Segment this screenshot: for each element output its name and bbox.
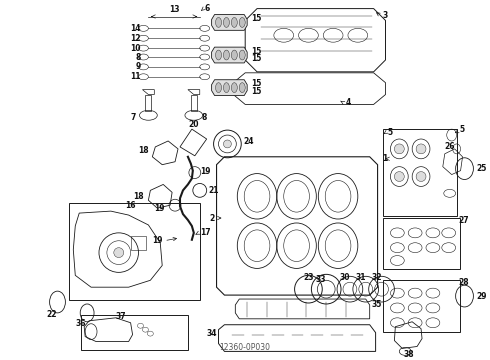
Text: 16: 16 bbox=[125, 201, 136, 210]
Text: 25: 25 bbox=[476, 164, 487, 173]
Text: 5: 5 bbox=[388, 127, 392, 136]
Text: 18: 18 bbox=[138, 147, 148, 156]
Text: 8: 8 bbox=[135, 53, 141, 62]
Text: 27: 27 bbox=[459, 216, 469, 225]
Text: 15: 15 bbox=[251, 46, 262, 55]
Ellipse shape bbox=[216, 83, 221, 93]
Text: 31: 31 bbox=[356, 273, 366, 282]
Text: 20: 20 bbox=[189, 120, 199, 129]
Ellipse shape bbox=[231, 18, 237, 27]
Ellipse shape bbox=[239, 18, 245, 27]
Ellipse shape bbox=[223, 18, 229, 27]
Bar bbox=[383, 129, 457, 216]
Text: 19: 19 bbox=[200, 167, 210, 176]
Polygon shape bbox=[212, 14, 247, 30]
Text: 5: 5 bbox=[460, 125, 465, 134]
Text: 13: 13 bbox=[169, 5, 179, 14]
Text: 22: 22 bbox=[47, 310, 57, 319]
Text: 9: 9 bbox=[135, 62, 141, 71]
Text: 35: 35 bbox=[371, 301, 382, 310]
Text: 8: 8 bbox=[202, 113, 207, 122]
Text: 28: 28 bbox=[459, 278, 469, 287]
Text: 15: 15 bbox=[251, 79, 262, 88]
Ellipse shape bbox=[239, 83, 245, 93]
Ellipse shape bbox=[223, 50, 229, 60]
Bar bbox=[81, 315, 188, 350]
Text: 17: 17 bbox=[200, 228, 210, 237]
Text: 7: 7 bbox=[130, 113, 136, 122]
Text: 24: 24 bbox=[243, 138, 254, 147]
Text: 30: 30 bbox=[340, 273, 350, 282]
Text: 36: 36 bbox=[76, 319, 86, 328]
Text: 38: 38 bbox=[404, 350, 415, 359]
Text: 23: 23 bbox=[303, 273, 314, 282]
Bar bbox=[70, 203, 200, 300]
Text: 12360-0P030: 12360-0P030 bbox=[219, 343, 270, 352]
Text: 34: 34 bbox=[206, 329, 217, 338]
Polygon shape bbox=[212, 47, 247, 63]
Text: 2: 2 bbox=[209, 213, 215, 222]
Ellipse shape bbox=[223, 83, 229, 93]
Ellipse shape bbox=[239, 50, 245, 60]
Text: 37: 37 bbox=[116, 312, 126, 321]
Polygon shape bbox=[212, 80, 247, 95]
Ellipse shape bbox=[231, 50, 237, 60]
Text: 33: 33 bbox=[315, 275, 325, 284]
Text: 1: 1 bbox=[382, 154, 388, 163]
Text: 32: 32 bbox=[371, 273, 382, 282]
Ellipse shape bbox=[216, 18, 221, 27]
Text: 18: 18 bbox=[133, 192, 144, 201]
Text: 15: 15 bbox=[251, 87, 262, 96]
Text: 10: 10 bbox=[130, 44, 141, 53]
Ellipse shape bbox=[416, 172, 426, 181]
Text: 11: 11 bbox=[130, 72, 141, 81]
Text: 21: 21 bbox=[209, 186, 219, 195]
Ellipse shape bbox=[216, 50, 221, 60]
Ellipse shape bbox=[114, 248, 123, 257]
Text: 12: 12 bbox=[130, 34, 141, 43]
Text: 19: 19 bbox=[154, 204, 164, 213]
Text: 14: 14 bbox=[130, 24, 141, 33]
Text: 15: 15 bbox=[251, 14, 262, 23]
Ellipse shape bbox=[394, 144, 404, 154]
Ellipse shape bbox=[223, 140, 231, 148]
Text: 26: 26 bbox=[445, 143, 455, 152]
Bar bbox=[383, 280, 460, 332]
Text: 15: 15 bbox=[251, 54, 262, 63]
Text: 29: 29 bbox=[476, 292, 487, 301]
Text: 4: 4 bbox=[346, 98, 351, 107]
Ellipse shape bbox=[416, 144, 426, 154]
Ellipse shape bbox=[231, 83, 237, 93]
Bar bbox=[131, 236, 147, 249]
Bar bbox=[383, 218, 460, 269]
Text: 3: 3 bbox=[383, 11, 388, 20]
Ellipse shape bbox=[394, 172, 404, 181]
Text: 6: 6 bbox=[205, 4, 210, 13]
Text: 19: 19 bbox=[152, 236, 162, 245]
